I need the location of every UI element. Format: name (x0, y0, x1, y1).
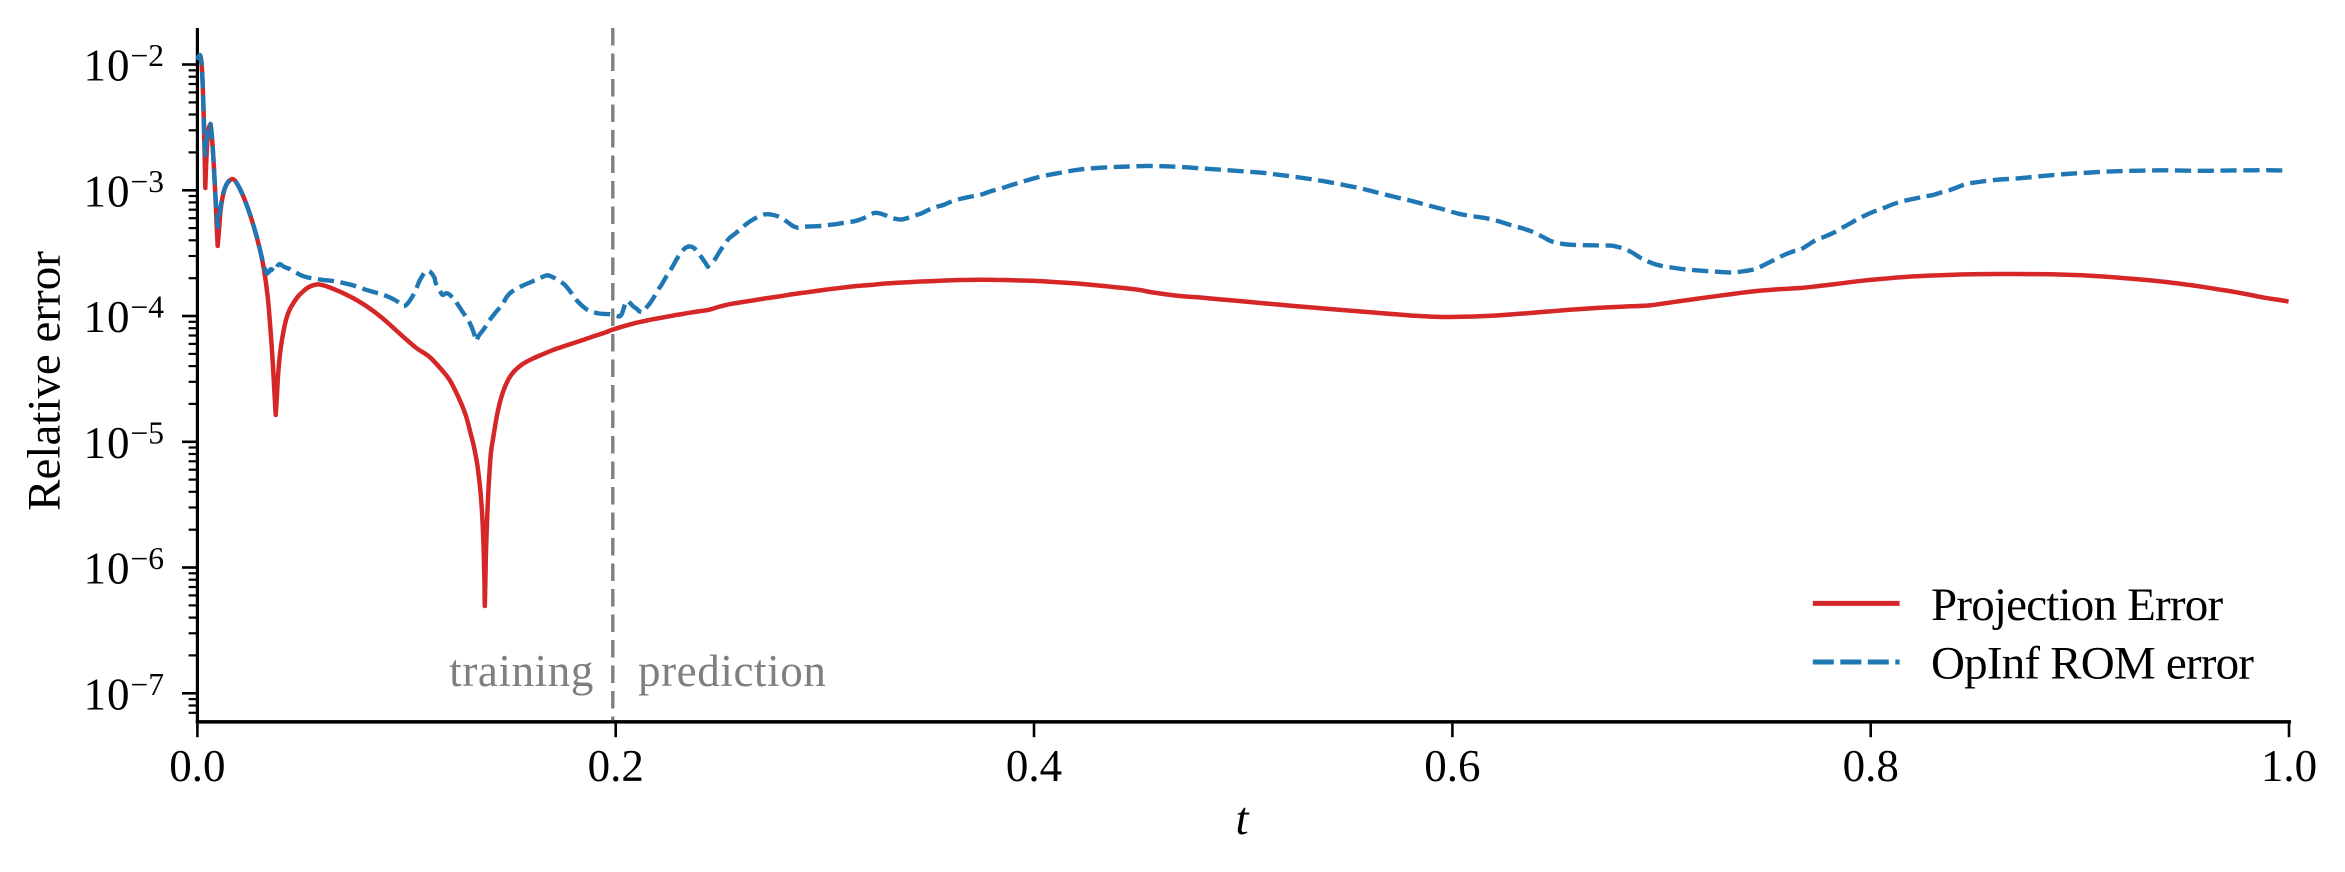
svg-text:0.8: 0.8 (1843, 741, 1899, 791)
svg-text:0.4: 0.4 (1006, 741, 1062, 791)
svg-text:prediction: prediction (638, 646, 826, 696)
svg-text:Relative error: Relative error (19, 251, 71, 511)
svg-text:Projection Error: Projection Error (1931, 579, 2223, 631)
svg-text:0.2: 0.2 (588, 741, 644, 791)
svg-text:0.6: 0.6 (1424, 741, 1480, 791)
svg-text:1.0: 1.0 (2261, 741, 2317, 791)
svg-text:10−2: 10−2 (83, 38, 164, 91)
svg-text:0.0: 0.0 (169, 741, 225, 791)
svg-text:10−3: 10−3 (83, 164, 164, 217)
svg-text:training: training (449, 646, 594, 696)
svg-text:OpInf ROM error: OpInf ROM error (1931, 638, 2254, 690)
svg-text:t: t (1235, 793, 1249, 845)
